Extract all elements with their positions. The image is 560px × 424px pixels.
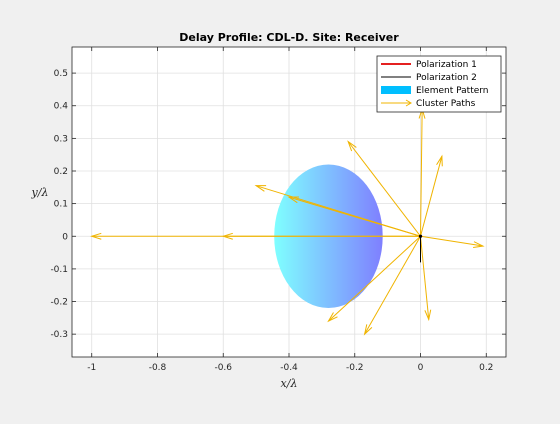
- legend-entry: Element Pattern: [381, 86, 489, 96]
- x-tick-label: -0.4: [280, 363, 298, 373]
- legend-arrow-head: [405, 99, 412, 107]
- cluster-path-shaft: [420, 236, 430, 320]
- cluster-path-arrowhead: [221, 232, 233, 240]
- cluster-path: [363, 236, 421, 336]
- cluster-path: [420, 154, 443, 237]
- cluster-path-shaft: [364, 236, 421, 335]
- x-tick-label: -0.8: [149, 363, 167, 373]
- y-axis-label: y/λ: [31, 186, 49, 199]
- x-tick-label: 0: [418, 363, 424, 373]
- cluster-path-shaft: [288, 196, 421, 237]
- legend-patch-swatch: [381, 86, 411, 94]
- cluster-path-arrowhead: [347, 140, 357, 152]
- cluster-path: [420, 235, 485, 248]
- cluster-path: [287, 196, 421, 237]
- x-tick-label: 0.2: [479, 363, 493, 373]
- cluster-path-shaft: [420, 108, 423, 237]
- axes: -1 -0.8 -0.6 -0.4 -0.2 0 0.2 -0.3 -0.2 -0.1 0 0.1 0.…: [50, 46, 507, 373]
- legend: Polarization 1 Polarization 2 Element Patt…: [376, 55, 502, 113]
- cluster-path-shaft: [347, 141, 421, 237]
- cluster-path-arrowhead: [363, 324, 373, 336]
- cluster-path-arrowhead: [424, 309, 432, 322]
- legend-label: Cluster Paths: [416, 99, 476, 109]
- legend-label: Polarization 2: [416, 73, 477, 83]
- x-tick-label: -1: [87, 363, 96, 373]
- cluster-path-arrowhead: [287, 196, 300, 204]
- plot-data: [90, 107, 485, 336]
- cluster-path-shaft: [328, 235, 421, 322]
- y-tick-label: 0: [62, 232, 68, 242]
- legend-label: Element Pattern: [416, 86, 489, 96]
- y-tick-label: -0.2: [50, 298, 68, 308]
- cluster-path: [221, 232, 421, 240]
- chart-title: Delay Profile: CDL-D. Site: Receiver: [179, 31, 399, 44]
- y-tick-label: -0.3: [50, 330, 68, 340]
- cluster-path-arrowhead: [327, 312, 338, 323]
- x-axis-label: x/λ: [281, 377, 298, 390]
- legend-entry: Cluster Paths: [381, 99, 476, 109]
- x-tick-label: -0.6: [214, 363, 232, 373]
- cluster-path: [347, 140, 421, 237]
- y-tick-label: 0.5: [54, 69, 68, 79]
- cluster-path-arrowhead: [473, 241, 485, 248]
- y-tick-label: 0.1: [54, 200, 68, 210]
- receiver-origin-marker: [418, 234, 423, 238]
- y-tick-label: 0.3: [54, 134, 68, 144]
- legend-entry: Polarization 1: [381, 60, 477, 70]
- legend-entry: Polarization 2: [381, 73, 477, 83]
- y-tick-label: 0.2: [54, 167, 68, 177]
- y-tick-label: -0.1: [50, 265, 68, 275]
- x-tick-label: -0.2: [346, 363, 364, 373]
- cluster-path-shaft: [420, 235, 484, 247]
- cluster-path-arrowhead: [90, 232, 102, 240]
- cluster-path-arrowhead: [254, 185, 267, 192]
- cluster-path-shaft: [420, 156, 443, 237]
- cluster-path: [327, 235, 421, 323]
- y-tick-label: 0.4: [54, 102, 69, 112]
- cluster-path-arrowhead: [436, 154, 443, 167]
- cluster-path: [420, 236, 432, 322]
- legend-label: Polarization 1: [416, 60, 477, 70]
